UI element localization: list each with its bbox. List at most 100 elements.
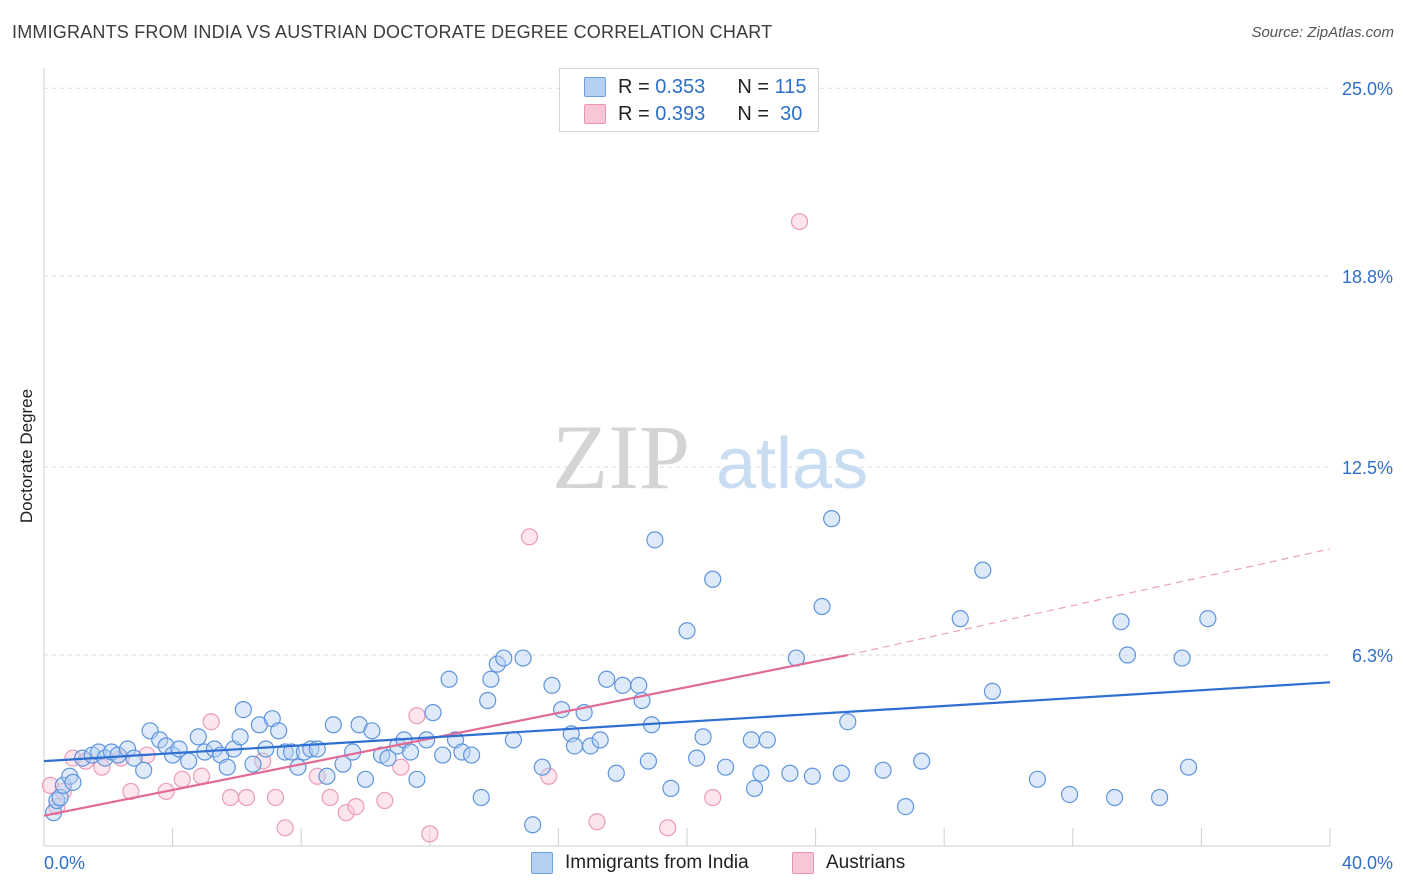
austrians-swatch	[584, 104, 606, 124]
watermark-zip: ZIP	[552, 406, 690, 508]
india-point	[543, 676, 561, 694]
austrians-point	[347, 797, 365, 816]
india-point	[716, 758, 735, 776]
india-point	[125, 749, 143, 767]
india-point	[1112, 613, 1130, 631]
x-tick-label-min: 0.0%	[44, 853, 85, 873]
india-point	[48, 791, 66, 810]
india-point	[289, 758, 307, 776]
austrians-point	[77, 752, 95, 770]
india-point	[135, 761, 153, 779]
stats-legend: R = 0.353 N = 115 R = 0.393 N = 30	[559, 68, 819, 132]
india-point	[781, 764, 799, 782]
n-label: N =	[737, 102, 775, 125]
india-point	[270, 722, 288, 740]
austrians-trend-line	[43, 653, 848, 817]
austrians-point	[392, 758, 410, 776]
india-point	[164, 746, 182, 764]
india-point	[1028, 770, 1047, 788]
india-point	[440, 670, 458, 688]
india-point	[688, 749, 706, 767]
india-point	[379, 749, 397, 767]
india-point	[1199, 610, 1217, 628]
india-point	[839, 713, 857, 731]
india-point	[257, 740, 275, 758]
india-point	[694, 728, 712, 746]
india-point	[533, 758, 551, 776]
austrians-point	[704, 788, 722, 807]
india-point	[758, 731, 776, 749]
india-point	[408, 770, 426, 788]
india-point	[514, 649, 532, 667]
austrians-point	[659, 819, 677, 837]
austrians-point	[192, 767, 211, 785]
austrians-legend-swatch	[792, 852, 814, 874]
india-point	[218, 758, 236, 776]
india-point	[1179, 758, 1198, 776]
india-trend-line	[43, 681, 1331, 763]
india-point	[189, 728, 207, 746]
india-point	[607, 764, 625, 782]
austrians-point	[221, 788, 240, 807]
india-point	[874, 761, 892, 779]
india-point	[401, 743, 420, 761]
austrians-point	[237, 788, 256, 807]
watermark-atlas: atlas	[716, 424, 868, 504]
austrians-point	[173, 770, 191, 788]
india-point	[1151, 788, 1169, 807]
austrians-point	[202, 713, 220, 731]
austrians-point	[321, 788, 339, 807]
series-legend: Immigrants from India Austrians	[0, 850, 1406, 878]
austrians-point	[588, 813, 606, 831]
r-value: 0.393	[655, 102, 706, 125]
india-point	[504, 731, 522, 749]
india-point	[434, 746, 452, 764]
india-point	[646, 531, 664, 549]
india-point	[64, 773, 82, 791]
austrians-point	[337, 804, 355, 822]
x-tick-label-max: 40.0%	[1342, 853, 1393, 873]
india-point	[1060, 785, 1079, 804]
legend-item-india: Immigrants from India	[531, 852, 749, 874]
india-point	[234, 700, 252, 719]
india-point	[897, 797, 915, 816]
austrians-point	[266, 788, 285, 807]
india-point	[495, 649, 513, 667]
chart-title: IMMIGRANTS FROM INDIA VS AUSTRIAN DOCTOR…	[12, 22, 773, 42]
legend-label-india: Immigrants from India	[565, 852, 749, 873]
india-point	[832, 764, 850, 782]
india-point	[472, 788, 490, 807]
r-label: R =	[618, 75, 656, 98]
india-point	[614, 676, 632, 694]
india-point	[151, 731, 169, 749]
india-point	[479, 691, 497, 710]
india-point	[745, 779, 764, 798]
watermark: ZIP atlas	[552, 406, 868, 508]
austrians-point	[421, 825, 439, 843]
austrians-point	[790, 212, 809, 231]
india-point	[363, 722, 381, 740]
india-point	[598, 670, 616, 688]
austrians-point	[308, 767, 326, 785]
austrians-point	[520, 528, 539, 546]
india-point	[1105, 788, 1124, 807]
india-point	[913, 752, 931, 770]
india-point	[803, 767, 821, 785]
austrians-point	[540, 767, 558, 785]
india-point	[356, 770, 375, 788]
india-point	[453, 743, 471, 761]
india-point	[276, 743, 294, 761]
austrians-point	[276, 819, 294, 837]
india-point	[1118, 646, 1137, 664]
india-point	[742, 731, 760, 749]
r-value: 0.353	[655, 75, 706, 98]
india-point	[704, 570, 722, 588]
india-point	[324, 716, 342, 734]
r-label: R =	[618, 102, 656, 125]
austrians-trend-extension	[847, 548, 1331, 656]
stats-legend-row-austrians: R = 0.393 N = 30	[584, 100, 802, 128]
india-point	[974, 561, 992, 579]
n-value: 115	[774, 75, 807, 98]
india-points	[45, 510, 1217, 834]
